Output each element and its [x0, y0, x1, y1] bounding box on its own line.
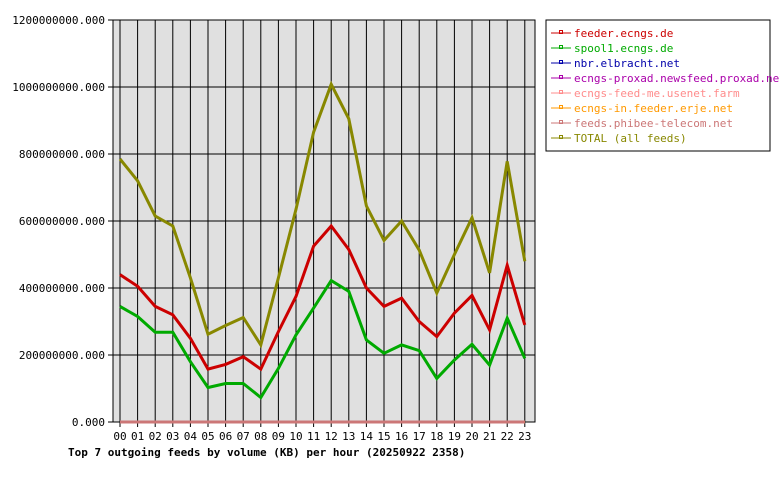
y-tick-label: 600000000.000 — [19, 215, 105, 228]
x-axis-labels: 00 01 02 03 04 05 06 07 08 09 10 11 12 13 14 15 16 17 18 19… — [113, 422, 531, 443]
x-tick-label: 06 — [219, 430, 232, 443]
legend-marker — [559, 90, 563, 94]
legend-label: TOTAL (all feeds) — [574, 132, 687, 145]
legend-label: feeder.ecngs.de — [574, 27, 673, 40]
x-tick-label: 15 — [377, 430, 390, 443]
x-tick-label: 17 — [413, 430, 426, 443]
series-line-1 — [119, 278, 527, 400]
x-tick-label: 04 — [184, 430, 198, 443]
legend-marker — [559, 120, 563, 124]
x-tick-label: 21 — [483, 430, 496, 443]
series-line-0 — [119, 223, 527, 372]
legend-marker — [559, 135, 563, 139]
legend-marker — [559, 60, 563, 64]
legend-marker — [559, 30, 563, 34]
x-tick-label: 14 — [360, 430, 374, 443]
x-tick-label: 03 — [166, 430, 179, 443]
x-tick-label: 16 — [395, 430, 408, 443]
y-tick-label: 0.000 — [72, 416, 105, 429]
legend-label: spool1.ecngs.de — [574, 42, 673, 55]
x-tick-label: 10 — [289, 430, 302, 443]
x-tick-label: 22 — [501, 430, 514, 443]
y-tick-label: 1000000000.000 — [12, 81, 105, 94]
y-tick-label: 400000000.000 — [19, 282, 105, 295]
legend-label: ecngs-in.feeder.erje.net — [574, 102, 733, 115]
y-axis-labels: 0.000 200000000.000 400000000.000 600000000… — [12, 14, 105, 429]
x-tick-label: 23 — [518, 430, 531, 443]
y-tick-label: 1200000000.000 — [12, 14, 105, 27]
x-tick-label: 09 — [272, 430, 285, 443]
x-tick-label: 07 — [237, 430, 250, 443]
x-tick-label: 00 — [113, 430, 126, 443]
series-lines — [118, 80, 527, 424]
x-tick-label: 20 — [465, 430, 478, 443]
x-tick-label: 11 — [307, 430, 320, 443]
x-tick-label: 12 — [325, 430, 338, 443]
legend-label: ecngs-proxad.newsfeed.proxad.net — [574, 72, 780, 85]
x-tick-label: 18 — [430, 430, 443, 443]
chart-title: Top 7 outgoing feeds by volume (KB) per … — [68, 446, 465, 459]
x-tick-label: 05 — [201, 430, 214, 443]
legend-box — [545, 19, 771, 152]
legend: feeder.ecngs.de spool1.ecngs.de nbr.elbrac… — [545, 19, 780, 152]
legend-marker — [559, 105, 563, 109]
legend-label: ecngs-feed-me.usenet.farm — [574, 87, 740, 100]
y-tick-label: 200000000.000 — [19, 349, 105, 362]
x-tick-label: 08 — [254, 430, 267, 443]
legend-label: feeds.phibee-telecom.net — [574, 117, 733, 130]
x-tick-label: 01 — [131, 430, 144, 443]
legend-label: nbr.elbracht.net — [574, 57, 680, 70]
grid-lines — [108, 19, 535, 423]
legend-marker — [559, 75, 563, 79]
y-tick-label: 800000000.000 — [19, 148, 105, 161]
x-tick-label: 19 — [448, 430, 461, 443]
legend-marker — [559, 45, 563, 49]
series-line-7 — [118, 80, 527, 349]
x-tick-label: 02 — [149, 430, 162, 443]
x-tick-label: 13 — [342, 430, 355, 443]
